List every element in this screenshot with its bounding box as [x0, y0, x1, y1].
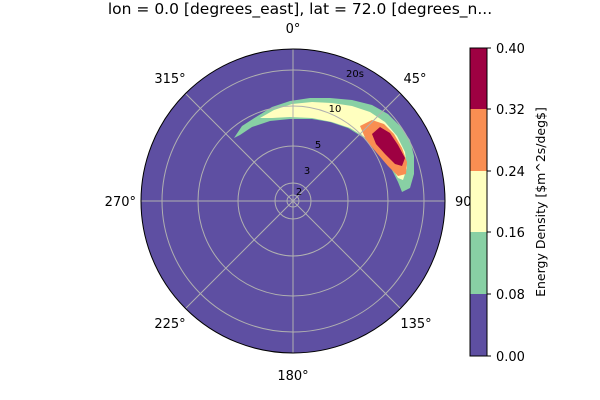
polar-frame — [140, 48, 446, 354]
colorbar-tick-label: 0.00 — [496, 350, 525, 365]
contour-level-0.32 — [372, 127, 405, 166]
colorbar-label: Energy Density [$m^2s/deg$] — [533, 107, 548, 297]
radial-tick-label: 3 — [304, 166, 310, 177]
angular-gridline — [185, 200, 294, 309]
colorbar-segment — [470, 109, 487, 171]
colorbar-tick-label: 0.24 — [496, 165, 525, 180]
radial-tick-label: 2 — [296, 187, 302, 198]
radial-tick-label: 5 — [315, 140, 321, 151]
theta-tick-label-90: 90 — [455, 195, 472, 210]
colorbar-frame — [469, 47, 488, 357]
angular-gridline — [292, 93, 401, 202]
polar-grid — [141, 49, 445, 353]
angular-gridline — [185, 93, 294, 202]
colorbar-tick-label: 0.08 — [496, 288, 525, 303]
theta-tick-label-180: 180° — [277, 369, 308, 384]
theta-tick-label-0: 0° — [286, 22, 301, 37]
colorbar-segment — [470, 171, 487, 232]
colorbar-tick-label: 0.40 — [496, 42, 525, 57]
colorbar-tick-label: 0.32 — [496, 103, 525, 118]
colorbar-segment — [470, 232, 487, 294]
radial-tick-label: 20s — [346, 69, 364, 80]
theta-tick-label-135: 135° — [400, 317, 431, 332]
theta-tick-label-225: 225° — [154, 317, 185, 332]
contour-fills — [234, 98, 414, 192]
radial-tick-label: 10 — [329, 104, 342, 115]
colorbar-segment — [470, 294, 487, 356]
angular-gridline — [292, 200, 401, 309]
chart-title: lon = 0.0 [degrees_east], lat = 72.0 [de… — [107, 0, 493, 18]
theta-tick-label-315: 315° — [154, 72, 185, 87]
colorbar: 0.00 0.08 0.16 0.24 0.32 0.40 Energy Den… — [469, 42, 548, 365]
colorbar-tick-label: 0.16 — [496, 226, 525, 241]
theta-tick-label-270: 270° — [105, 195, 136, 210]
colorbar-segment — [470, 48, 487, 109]
theta-tick-label-45: 45° — [403, 72, 426, 87]
